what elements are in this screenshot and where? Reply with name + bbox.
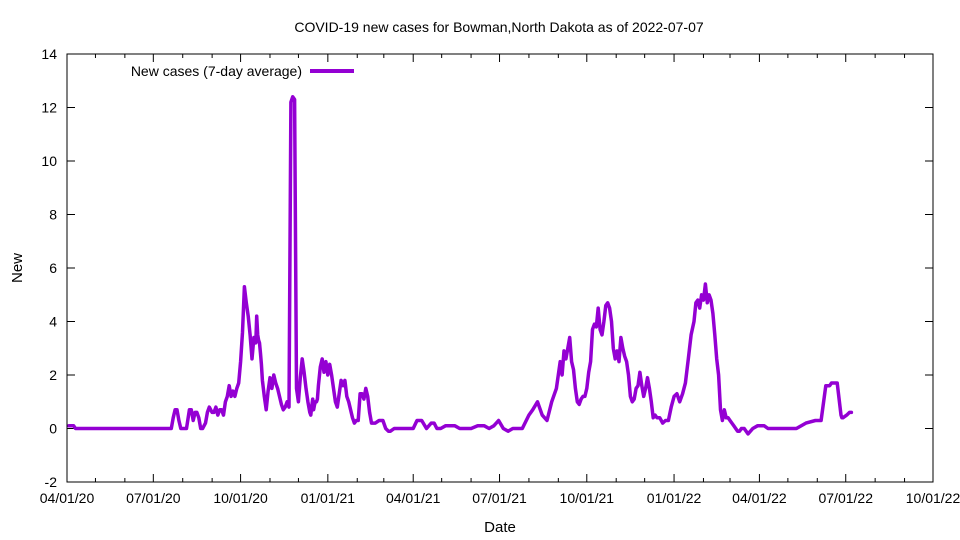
plot-frame	[66, 53, 934, 483]
y-tick-label: 12	[41, 100, 57, 116]
x-axis-title: Date	[484, 519, 516, 536]
y-tick-label: 0	[49, 421, 57, 437]
x-tick-label: 07/01/22	[818, 490, 873, 506]
x-tick-label: 04/01/22	[732, 490, 787, 506]
series-line	[67, 95, 854, 436]
y-tick-label: 14	[41, 46, 57, 62]
y-tick-label: -2	[45, 474, 58, 490]
y-tick-label: 2	[49, 367, 57, 383]
y-tick-label: 4	[49, 314, 57, 330]
chart-title: COVID-19 new cases for Bowman,North Dako…	[294, 19, 704, 35]
y-tick-label: 6	[49, 260, 57, 276]
series-layer	[67, 95, 854, 436]
x-tick-label: 04/01/21	[386, 490, 441, 506]
y-axis-title: New	[9, 253, 26, 283]
legend-label: New cases (7-day average)	[131, 63, 302, 79]
y-tick-label: 8	[49, 207, 57, 223]
x-tick-label: 01/01/22	[647, 490, 702, 506]
x-tick-label: 01/01/21	[301, 490, 356, 506]
x-tick-label: 07/01/20	[126, 490, 181, 506]
x-tick-label: 07/01/21	[472, 490, 527, 506]
x-tick-label: 10/01/20	[213, 490, 268, 506]
x-tick-label: 04/01/20	[40, 490, 95, 506]
x-axis: 04/01/20 07/01/20 10/01/20 01/01/21 04/01/21…	[40, 54, 960, 506]
x-tick-label: 10/01/22	[906, 490, 960, 506]
y-tick-label: 10	[41, 153, 57, 169]
x-tick-label: 10/01/21	[560, 490, 615, 506]
legend: New cases (7-day average)	[131, 63, 354, 79]
